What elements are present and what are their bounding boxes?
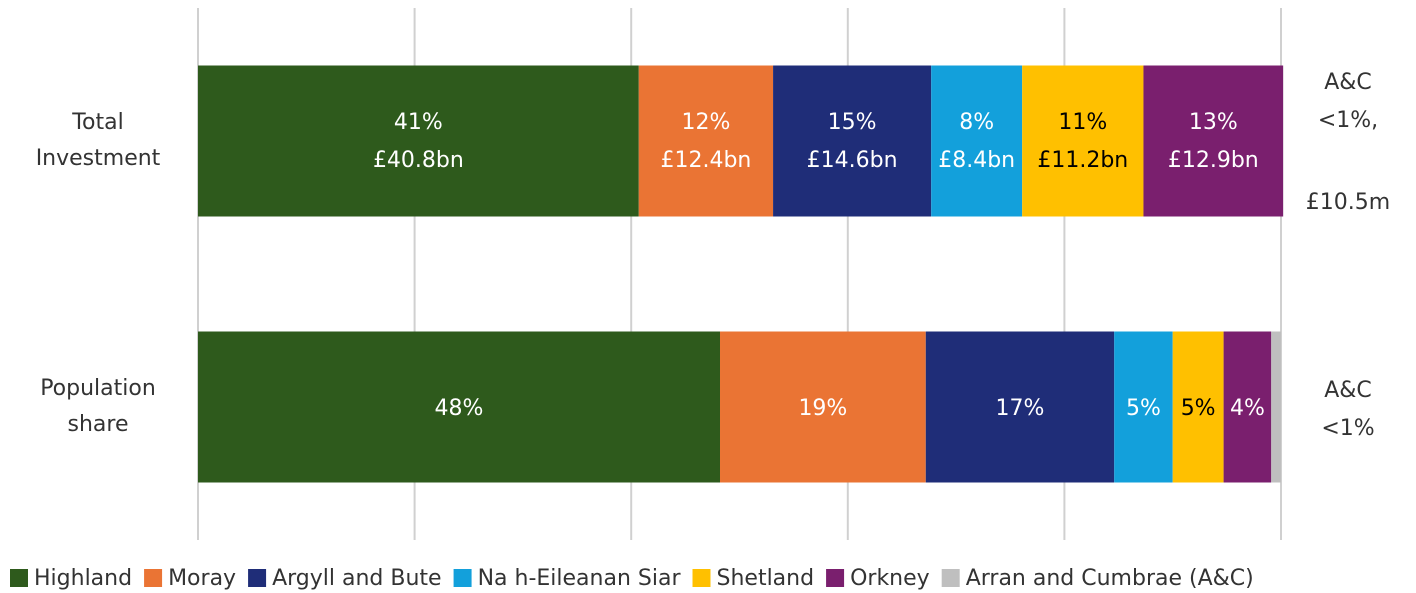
legend-swatch [144, 569, 163, 587]
legend-swatch [248, 569, 267, 587]
bar-segment [931, 65, 1023, 217]
legend-swatch [826, 569, 845, 587]
amount-label: £8.4bn [938, 148, 1015, 173]
legend-label: Na h-Eileanan Siar [478, 566, 682, 591]
data-label: 48% [435, 396, 484, 421]
bar-segment [773, 65, 932, 217]
data-label: 12% [681, 110, 730, 135]
legend-label: Moray [168, 566, 236, 591]
data-label: 11% [1058, 110, 1107, 135]
legend-swatch [10, 569, 28, 587]
amount-label: £12.9bn [1168, 148, 1259, 173]
amount-label: £14.6bn [807, 148, 898, 173]
bar-segment [1114, 331, 1173, 483]
data-label: 5% [1181, 396, 1216, 421]
data-label: 5% [1126, 396, 1161, 421]
annotation: <1%, [1318, 108, 1378, 133]
bar-segment [198, 65, 639, 217]
legend-label: Argyll and Bute [272, 566, 442, 591]
amount-label: £12.4bn [660, 148, 751, 173]
legend-label: Shetland [717, 566, 815, 591]
data-label: 15% [828, 110, 877, 135]
annotation: A&C [1324, 378, 1372, 403]
data-label: 4% [1230, 396, 1265, 421]
bar-segment [720, 331, 926, 483]
category-label: Population share [40, 376, 156, 437]
bar-segment [1271, 331, 1281, 483]
annotation: £10.5m [1306, 190, 1390, 215]
legend-label: Arran and Cumbrae (A&C) [966, 566, 1254, 591]
legend-label: Highland [34, 566, 132, 591]
legend-swatch [692, 569, 711, 587]
bar-segment [1143, 65, 1284, 217]
bar-segment [638, 65, 774, 217]
data-label: 19% [798, 396, 847, 421]
category-label: Total Investment [35, 110, 161, 171]
bar-segment [925, 331, 1115, 483]
data-label: 41% [394, 110, 443, 135]
legend-swatch [941, 569, 960, 587]
bar-segment [198, 331, 721, 483]
bar-segment [1223, 331, 1272, 483]
annotation: A&C [1324, 70, 1372, 95]
data-label: 17% [996, 396, 1045, 421]
data-label: 8% [959, 110, 994, 135]
annotation: <1% [1321, 416, 1374, 441]
data-label: 13% [1189, 110, 1238, 135]
bar-segment [1022, 65, 1144, 217]
amount-label: £40.8bn [373, 148, 464, 173]
legend-label: Orkney [850, 566, 930, 591]
bar-segment [1172, 331, 1224, 483]
amount-label: £11.2bn [1037, 148, 1128, 173]
legend-swatch [453, 569, 472, 587]
